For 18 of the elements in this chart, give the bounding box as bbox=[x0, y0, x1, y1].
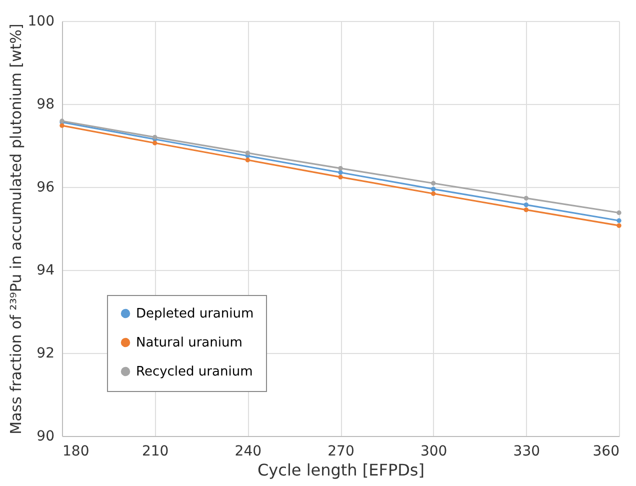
x-tick-label: 240 bbox=[234, 444, 262, 460]
x-tick-label: 300 bbox=[420, 444, 448, 460]
x-tick-label: 360 bbox=[592, 444, 620, 460]
legend-label: Natural uranium bbox=[136, 336, 242, 350]
y-tick-label: 96 bbox=[36, 180, 55, 196]
x-tick-label: 210 bbox=[142, 444, 169, 460]
x-tick-label: 330 bbox=[513, 444, 540, 460]
legend-label: Recycled uranium bbox=[136, 364, 253, 380]
x-axis-title: Cycle length [EFPDs] bbox=[258, 460, 424, 480]
y-axis-title: Mass fraction of ²³⁹Pu in accumulated plutonium [wt%] bbox=[6, 24, 25, 434]
y-tick-label: 98 bbox=[36, 96, 54, 112]
legend-label: Depleted uranium bbox=[136, 306, 254, 322]
y-tick-label: 90 bbox=[36, 428, 54, 444]
y-tick-label: 94 bbox=[36, 262, 55, 278]
y-tick-label: 100 bbox=[28, 14, 54, 30]
y-tick-label: 92 bbox=[36, 346, 54, 362]
x-tick-label: 180 bbox=[62, 444, 90, 460]
x-tick-label: 270 bbox=[328, 444, 354, 460]
